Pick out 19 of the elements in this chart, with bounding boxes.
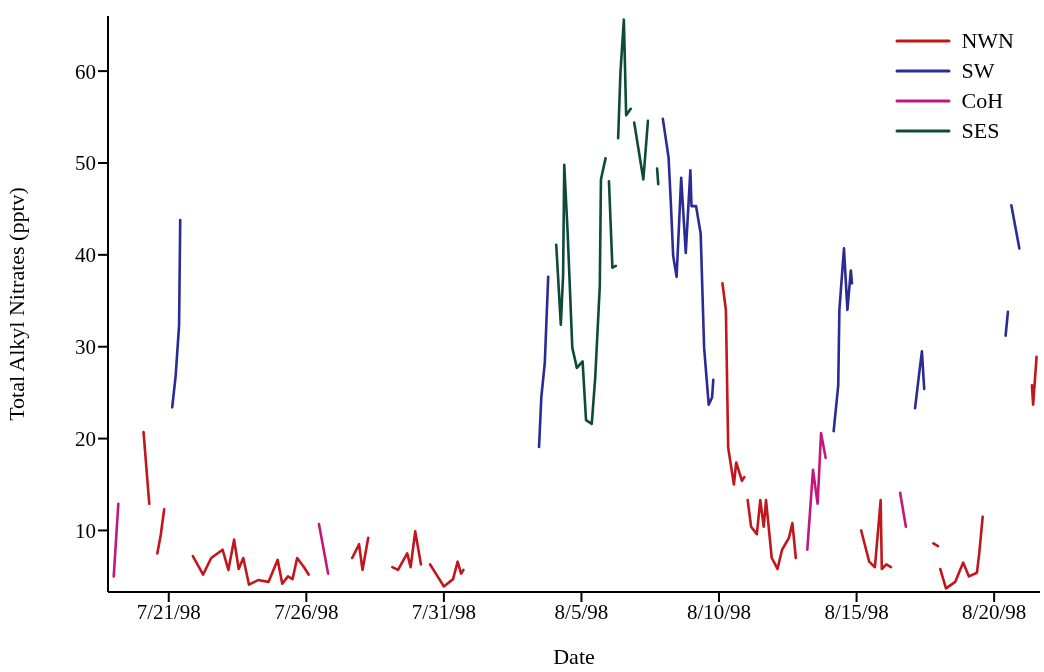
x-tick-label: 7/26/98 bbox=[274, 599, 339, 624]
y-axis-title: Total Alkyl Nitrates (pptv) bbox=[3, 187, 29, 421]
y-tick-label: 60 bbox=[75, 59, 96, 84]
x-tick-label: 7/21/98 bbox=[136, 599, 201, 624]
y-tick-label: 30 bbox=[75, 335, 96, 360]
y-tick-label: 40 bbox=[75, 243, 96, 268]
legend-label: CoH bbox=[961, 87, 1004, 115]
x-tick-label: 8/5/98 bbox=[554, 599, 609, 624]
x-tick-label: 8/15/98 bbox=[824, 599, 889, 624]
y-tick-label: 50 bbox=[75, 151, 96, 176]
x-tick-label: 8/20/98 bbox=[962, 599, 1027, 624]
x-axis-title: Date bbox=[553, 644, 595, 669]
legend-label: SW bbox=[961, 57, 995, 85]
legend-label: NWN bbox=[961, 27, 1014, 55]
x-tick-label: 8/10/98 bbox=[686, 599, 752, 624]
x-tick-label: 7/31/98 bbox=[411, 599, 476, 624]
legend-label: SES bbox=[961, 117, 1000, 145]
y-tick-label: 20 bbox=[75, 427, 96, 452]
y-tick-label: 10 bbox=[75, 518, 96, 543]
